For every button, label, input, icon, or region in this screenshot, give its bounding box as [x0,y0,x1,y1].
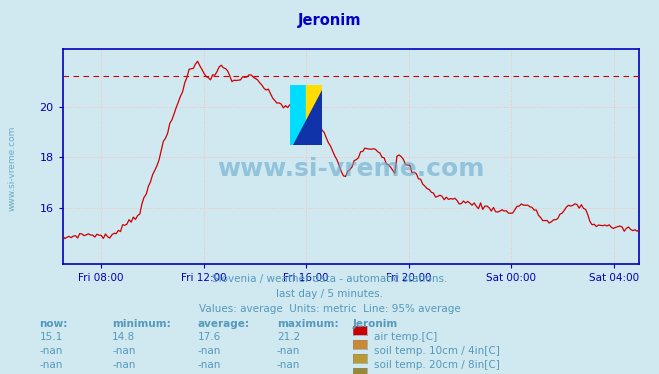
Text: -nan: -nan [112,360,135,370]
Text: -nan: -nan [40,346,63,356]
Text: -nan: -nan [198,346,221,356]
Text: Slovenia / weather data - automatic stations.: Slovenia / weather data - automatic stat… [212,274,447,284]
Text: 15.1: 15.1 [40,332,63,343]
Text: -nan: -nan [277,346,300,356]
Text: www.si-vreme.com: www.si-vreme.com [217,157,484,181]
Polygon shape [293,90,322,145]
Text: maximum:: maximum: [277,319,339,329]
Text: last day / 5 minutes.: last day / 5 minutes. [276,289,383,299]
Text: -nan: -nan [40,360,63,370]
Text: 14.8: 14.8 [112,332,135,343]
Text: now:: now: [40,319,68,329]
Text: www.si-vreme.com: www.si-vreme.com [8,126,17,211]
Text: 21.2: 21.2 [277,332,300,343]
Text: soil temp. 20cm / 8in[C]: soil temp. 20cm / 8in[C] [374,360,500,370]
Text: -nan: -nan [198,360,221,370]
Text: average:: average: [198,319,250,329]
Text: 17.6: 17.6 [198,332,221,343]
Text: Jeronim: Jeronim [298,13,361,28]
Bar [306,85,322,145]
Text: air temp.[C]: air temp.[C] [374,332,438,343]
Text: Jeronim: Jeronim [353,319,398,329]
Text: Values: average  Units: metric  Line: 95% average: Values: average Units: metric Line: 95% … [198,304,461,314]
Text: soil temp. 10cm / 4in[C]: soil temp. 10cm / 4in[C] [374,346,500,356]
Bar [291,85,306,145]
Text: -nan: -nan [112,346,135,356]
Text: -nan: -nan [277,360,300,370]
Text: minimum:: minimum: [112,319,171,329]
